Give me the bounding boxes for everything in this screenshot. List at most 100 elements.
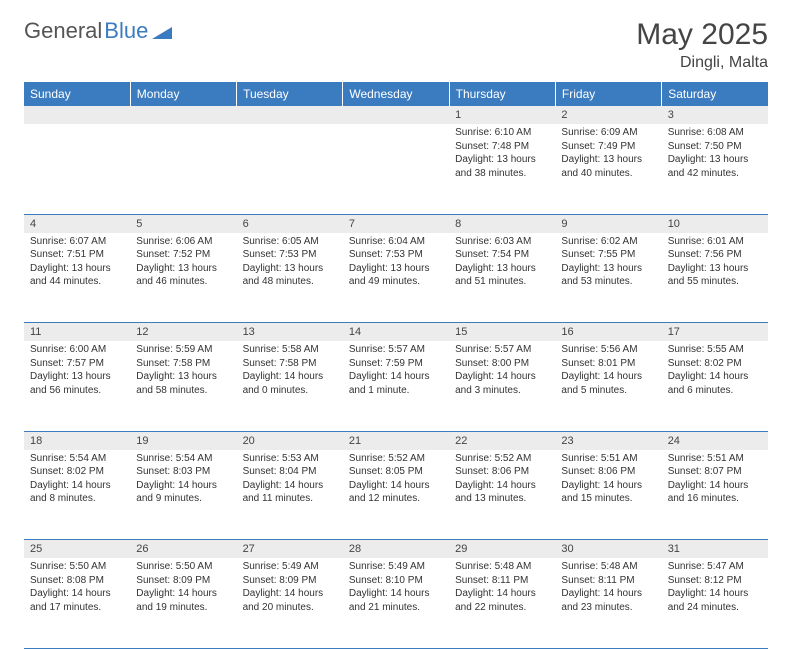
header: GeneralBlue May 2025 Dingli, Malta [24,18,768,72]
sunset-text: Sunset: 7:58 PM [243,357,337,371]
daylight-text: Daylight: 13 hours and 51 minutes. [455,262,549,289]
day-number: 31 [662,540,768,559]
day-number: 22 [449,431,555,450]
sunset-text: Sunset: 8:12 PM [668,574,762,588]
daylight-text: Daylight: 14 hours and 19 minutes. [136,587,230,614]
sunset-text: Sunset: 8:09 PM [243,574,337,588]
sunrise-text: Sunrise: 5:51 AM [668,452,762,466]
daylight-text: Daylight: 14 hours and 21 minutes. [349,587,443,614]
day-cell: Sunrise: 6:00 AMSunset: 7:57 PMDaylight:… [24,341,130,431]
day-number: 4 [24,214,130,233]
day-cell: Sunrise: 6:04 AMSunset: 7:53 PMDaylight:… [343,233,449,323]
sunset-text: Sunset: 7:58 PM [136,357,230,371]
day-cell [343,124,449,214]
day-number: 6 [237,214,343,233]
day-cell: Sunrise: 6:03 AMSunset: 7:54 PMDaylight:… [449,233,555,323]
daylight-text: Daylight: 14 hours and 5 minutes. [561,370,655,397]
daylight-text: Daylight: 14 hours and 17 minutes. [30,587,124,614]
sunrise-text: Sunrise: 5:50 AM [30,560,124,574]
day-cell: Sunrise: 6:05 AMSunset: 7:53 PMDaylight:… [237,233,343,323]
col-thursday: Thursday [449,82,555,106]
day-cell: Sunrise: 5:48 AMSunset: 8:11 PMDaylight:… [555,558,661,648]
day-cell: Sunrise: 5:52 AMSunset: 8:05 PMDaylight:… [343,450,449,540]
sunset-text: Sunset: 8:01 PM [561,357,655,371]
sunrise-text: Sunrise: 5:49 AM [243,560,337,574]
sunset-text: Sunset: 7:53 PM [243,248,337,262]
sunrise-text: Sunrise: 6:09 AM [561,126,655,140]
day-number: 16 [555,323,661,342]
day-cell: Sunrise: 5:54 AMSunset: 8:03 PMDaylight:… [130,450,236,540]
sunset-text: Sunset: 8:06 PM [561,465,655,479]
day-number: 30 [555,540,661,559]
day-cell: Sunrise: 5:49 AMSunset: 8:10 PMDaylight:… [343,558,449,648]
day-number: 26 [130,540,236,559]
day-cell: Sunrise: 5:52 AMSunset: 8:06 PMDaylight:… [449,450,555,540]
sunset-text: Sunset: 7:49 PM [561,140,655,154]
sunrise-text: Sunrise: 5:51 AM [561,452,655,466]
col-wednesday: Wednesday [343,82,449,106]
sunrise-text: Sunrise: 5:55 AM [668,343,762,357]
day-number: 5 [130,214,236,233]
sunrise-text: Sunrise: 5:56 AM [561,343,655,357]
sunset-text: Sunset: 7:56 PM [668,248,762,262]
sunrise-text: Sunrise: 5:48 AM [455,560,549,574]
sunset-text: Sunset: 7:55 PM [561,248,655,262]
sunrise-text: Sunrise: 5:50 AM [136,560,230,574]
sunrise-text: Sunrise: 6:04 AM [349,235,443,249]
sunrise-text: Sunrise: 5:52 AM [349,452,443,466]
day-number: 1 [449,106,555,124]
sunset-text: Sunset: 7:57 PM [30,357,124,371]
week-row: Sunrise: 5:54 AMSunset: 8:02 PMDaylight:… [24,450,768,540]
daylight-text: Daylight: 14 hours and 22 minutes. [455,587,549,614]
col-sunday: Sunday [24,82,130,106]
day-number: 28 [343,540,449,559]
day-cell [24,124,130,214]
day-cell: Sunrise: 5:47 AMSunset: 8:12 PMDaylight:… [662,558,768,648]
sunrise-text: Sunrise: 5:58 AM [243,343,337,357]
logo: GeneralBlue [24,18,172,44]
day-number: 17 [662,323,768,342]
daylight-text: Daylight: 14 hours and 15 minutes. [561,479,655,506]
logo-text-blue: Blue [104,18,148,44]
sunset-text: Sunset: 7:59 PM [349,357,443,371]
day-number [24,106,130,124]
sunset-text: Sunset: 7:54 PM [455,248,549,262]
sunset-text: Sunset: 7:51 PM [30,248,124,262]
daylight-text: Daylight: 13 hours and 58 minutes. [136,370,230,397]
day-cell: Sunrise: 6:06 AMSunset: 7:52 PMDaylight:… [130,233,236,323]
daylight-text: Daylight: 14 hours and 0 minutes. [243,370,337,397]
day-number: 29 [449,540,555,559]
week-row: Sunrise: 6:10 AMSunset: 7:48 PMDaylight:… [24,124,768,214]
day-cell: Sunrise: 5:56 AMSunset: 8:01 PMDaylight:… [555,341,661,431]
sunrise-text: Sunrise: 5:57 AM [455,343,549,357]
sunrise-text: Sunrise: 6:06 AM [136,235,230,249]
day-number: 25 [24,540,130,559]
sunrise-text: Sunrise: 6:01 AM [668,235,762,249]
daylight-text: Daylight: 13 hours and 38 minutes. [455,153,549,180]
sunset-text: Sunset: 8:11 PM [455,574,549,588]
day-number: 13 [237,323,343,342]
daylight-text: Daylight: 13 hours and 56 minutes. [30,370,124,397]
daylight-text: Daylight: 13 hours and 48 minutes. [243,262,337,289]
day-number: 20 [237,431,343,450]
sunset-text: Sunset: 8:05 PM [349,465,443,479]
sunset-text: Sunset: 8:08 PM [30,574,124,588]
sunrise-text: Sunrise: 6:00 AM [30,343,124,357]
day-number: 19 [130,431,236,450]
weekday-header-row: Sunday Monday Tuesday Wednesday Thursday… [24,82,768,106]
daylight-text: Daylight: 13 hours and 55 minutes. [668,262,762,289]
daynum-row: 18192021222324 [24,431,768,450]
sunset-text: Sunset: 7:50 PM [668,140,762,154]
sunrise-text: Sunrise: 5:52 AM [455,452,549,466]
day-number [237,106,343,124]
sunrise-text: Sunrise: 5:54 AM [30,452,124,466]
sunset-text: Sunset: 7:53 PM [349,248,443,262]
daylight-text: Daylight: 13 hours and 46 minutes. [136,262,230,289]
day-number: 2 [555,106,661,124]
sunset-text: Sunset: 8:09 PM [136,574,230,588]
day-number: 27 [237,540,343,559]
day-cell: Sunrise: 5:50 AMSunset: 8:08 PMDaylight:… [24,558,130,648]
day-cell: Sunrise: 5:53 AMSunset: 8:04 PMDaylight:… [237,450,343,540]
sunset-text: Sunset: 8:06 PM [455,465,549,479]
daynum-row: 11121314151617 [24,323,768,342]
